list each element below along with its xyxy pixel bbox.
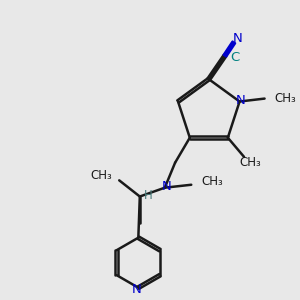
Text: N: N (232, 32, 242, 45)
Text: CH₃: CH₃ (239, 156, 261, 169)
Text: N: N (161, 180, 171, 193)
Text: H: H (144, 188, 152, 202)
Text: N: N (236, 94, 246, 106)
Text: CH₃: CH₃ (202, 175, 223, 188)
Text: N: N (132, 283, 142, 296)
Text: CH₃: CH₃ (90, 169, 112, 182)
Text: C: C (230, 51, 239, 64)
Text: CH₃: CH₃ (275, 92, 297, 105)
